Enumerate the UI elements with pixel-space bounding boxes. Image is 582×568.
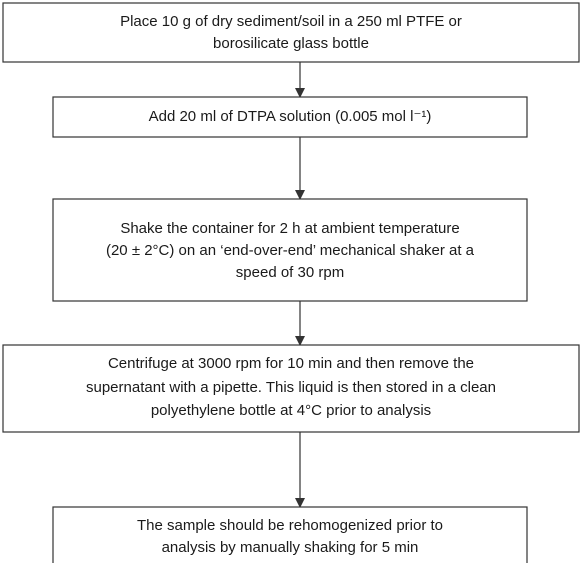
step-text: Shake the container for 2 h at ambient t…: [120, 220, 459, 237]
step-text: borosilicate glass bottle: [213, 35, 369, 52]
step-text: supernatant with a pipette. This liquid …: [86, 379, 496, 396]
step-text: Add 20 ml of DTPA solution (0.005 mol l⁻…: [149, 108, 432, 125]
step-text: polyethylene bottle at 4°C prior to anal…: [151, 402, 431, 419]
step-text: Centrifuge at 3000 rpm for 10 min and th…: [108, 355, 474, 372]
step-box: [2, 344, 580, 433]
step-box: [52, 506, 528, 568]
step-box: [2, 2, 580, 63]
step-box: [52, 96, 528, 138]
step-text: analysis by manually shaking for 5 min: [162, 539, 419, 556]
step-text: Place 10 g of dry sediment/soil in a 250…: [120, 13, 462, 30]
step-text: speed of 30 rpm: [236, 264, 344, 281]
step-text: (20 ± 2°C) on an ‘end-over-end’ mechanic…: [106, 242, 475, 259]
step-box: [52, 198, 528, 302]
step-text: The sample should be rehomogenized prior…: [137, 517, 443, 534]
